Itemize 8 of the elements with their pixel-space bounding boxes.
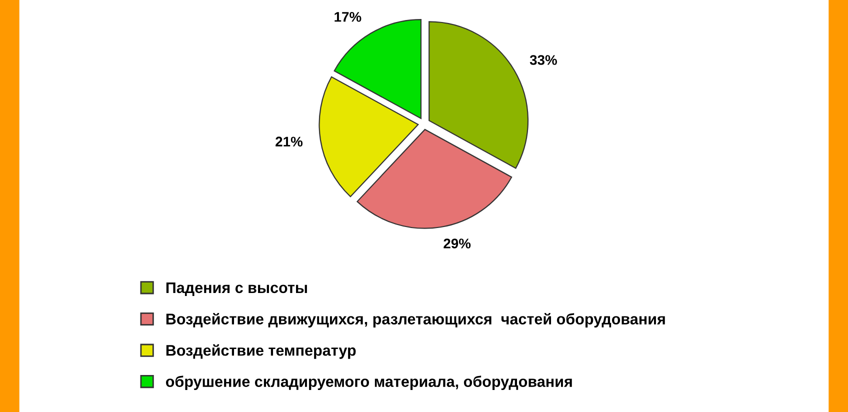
data-label: 29% <box>444 238 471 248</box>
data-label: 21% <box>276 136 303 146</box>
legend-label: обрушение складируемого материала, оборудования <box>166 376 572 390</box>
legend-label: Воздействие температур <box>166 344 356 359</box>
legend-label: Воздействие движущихся, разлетающихся частей оборудования <box>166 312 665 328</box>
legend-label: Падения с высоты <box>166 282 307 296</box>
data-label: 17% <box>334 12 362 22</box>
data-label: 33% <box>530 55 557 65</box>
